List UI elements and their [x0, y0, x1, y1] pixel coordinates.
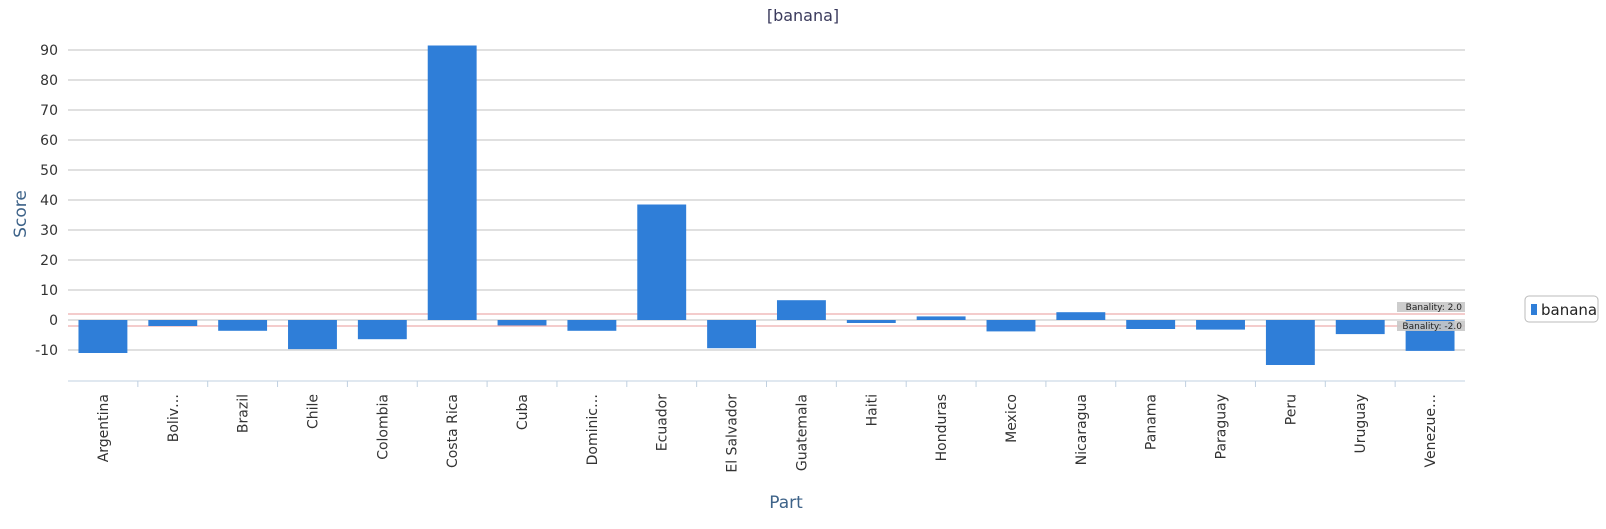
bar[interactable]	[916, 316, 966, 320]
bar[interactable]	[148, 320, 198, 326]
x-tick-label: Brazil	[236, 394, 252, 433]
x-tick-label: Uruguay	[1353, 394, 1369, 454]
x-tick-label: Guatemala	[794, 394, 810, 471]
x-tick-label: Ecuador	[655, 394, 671, 451]
bar[interactable]	[707, 320, 757, 349]
bar[interactable]	[1056, 312, 1106, 320]
bar[interactable]	[986, 320, 1036, 332]
y-tick-label: -10	[35, 343, 58, 359]
x-tick-label: Chile	[305, 394, 321, 429]
legend-box	[1524, 295, 1599, 323]
x-tick-label: El Salvador	[725, 394, 741, 473]
y-tick-label: 70	[40, 103, 58, 119]
x-tick-label: Paraguay	[1214, 394, 1230, 459]
banality-label-bg	[1397, 302, 1465, 312]
x-tick-label: Mexico	[1004, 394, 1020, 443]
bar[interactable]	[1265, 320, 1315, 365]
banality-label: Banality: 2.0	[1406, 303, 1463, 313]
bar[interactable]	[357, 320, 407, 340]
bars	[78, 45, 1455, 365]
x-axis-title: Part	[769, 493, 803, 513]
x-tick-label: Venezue…	[1423, 394, 1439, 467]
y-tick-label: 50	[40, 163, 58, 179]
y-tick-label: 80	[40, 73, 58, 89]
chart-title: [banana]	[767, 6, 839, 25]
bar[interactable]	[637, 204, 687, 321]
x-tick-label: Peru	[1283, 394, 1299, 425]
bar[interactable]	[78, 320, 128, 353]
bar[interactable]	[427, 45, 477, 321]
bar[interactable]	[1126, 320, 1176, 329]
y-tick-label: 60	[40, 133, 58, 149]
bar[interactable]	[567, 320, 617, 331]
y-tick-label: 30	[40, 223, 58, 239]
legend-label-banana: banana	[1541, 301, 1597, 319]
bar[interactable]	[776, 300, 826, 320]
x-tick-label: Panama	[1144, 394, 1160, 450]
banality-label: Banality: -2.0	[1402, 322, 1462, 332]
bar[interactable]	[497, 320, 547, 326]
x-tick-label: Dominic…	[585, 394, 601, 465]
y-axis-ticks: -10 0 10 20 30 40 50 60 70 80 90	[35, 43, 58, 359]
x-axis-ticks: Argentina Boliv… Brazil Chile Colombia Costa …	[96, 381, 1439, 473]
bar[interactable]	[1196, 320, 1245, 330]
y-tick-label: 10	[40, 283, 58, 299]
x-tick-label: Haiti	[864, 394, 880, 426]
bar[interactable]	[218, 320, 268, 331]
banality-label-bg	[1397, 321, 1465, 331]
x-tick-label: Costa Rica	[445, 394, 461, 468]
bar[interactable]	[288, 320, 337, 350]
legend[interactable]: banana	[1524, 295, 1599, 323]
x-tick-label: Honduras	[934, 394, 950, 461]
bar[interactable]	[846, 320, 896, 323]
x-tick-label: Cuba	[515, 394, 531, 430]
x-tick-label: Argentina	[96, 394, 112, 462]
y-tick-label: 40	[40, 193, 58, 209]
y-tick-label: 90	[40, 43, 58, 59]
banality-labels: Banality: 2.0 Banality: -2.0	[1397, 302, 1465, 332]
gridlines	[68, 49, 1465, 382]
y-tick-label: 20	[40, 253, 58, 269]
x-tick-label: Colombia	[375, 394, 391, 460]
legend-swatch-banana	[1531, 304, 1537, 315]
x-tick-label: Nicaragua	[1074, 394, 1090, 465]
y-axis-title: Score	[11, 190, 31, 238]
x-tick-label: Boliv…	[166, 394, 182, 442]
bar[interactable]	[1335, 320, 1385, 335]
y-tick-label: 0	[49, 313, 58, 329]
